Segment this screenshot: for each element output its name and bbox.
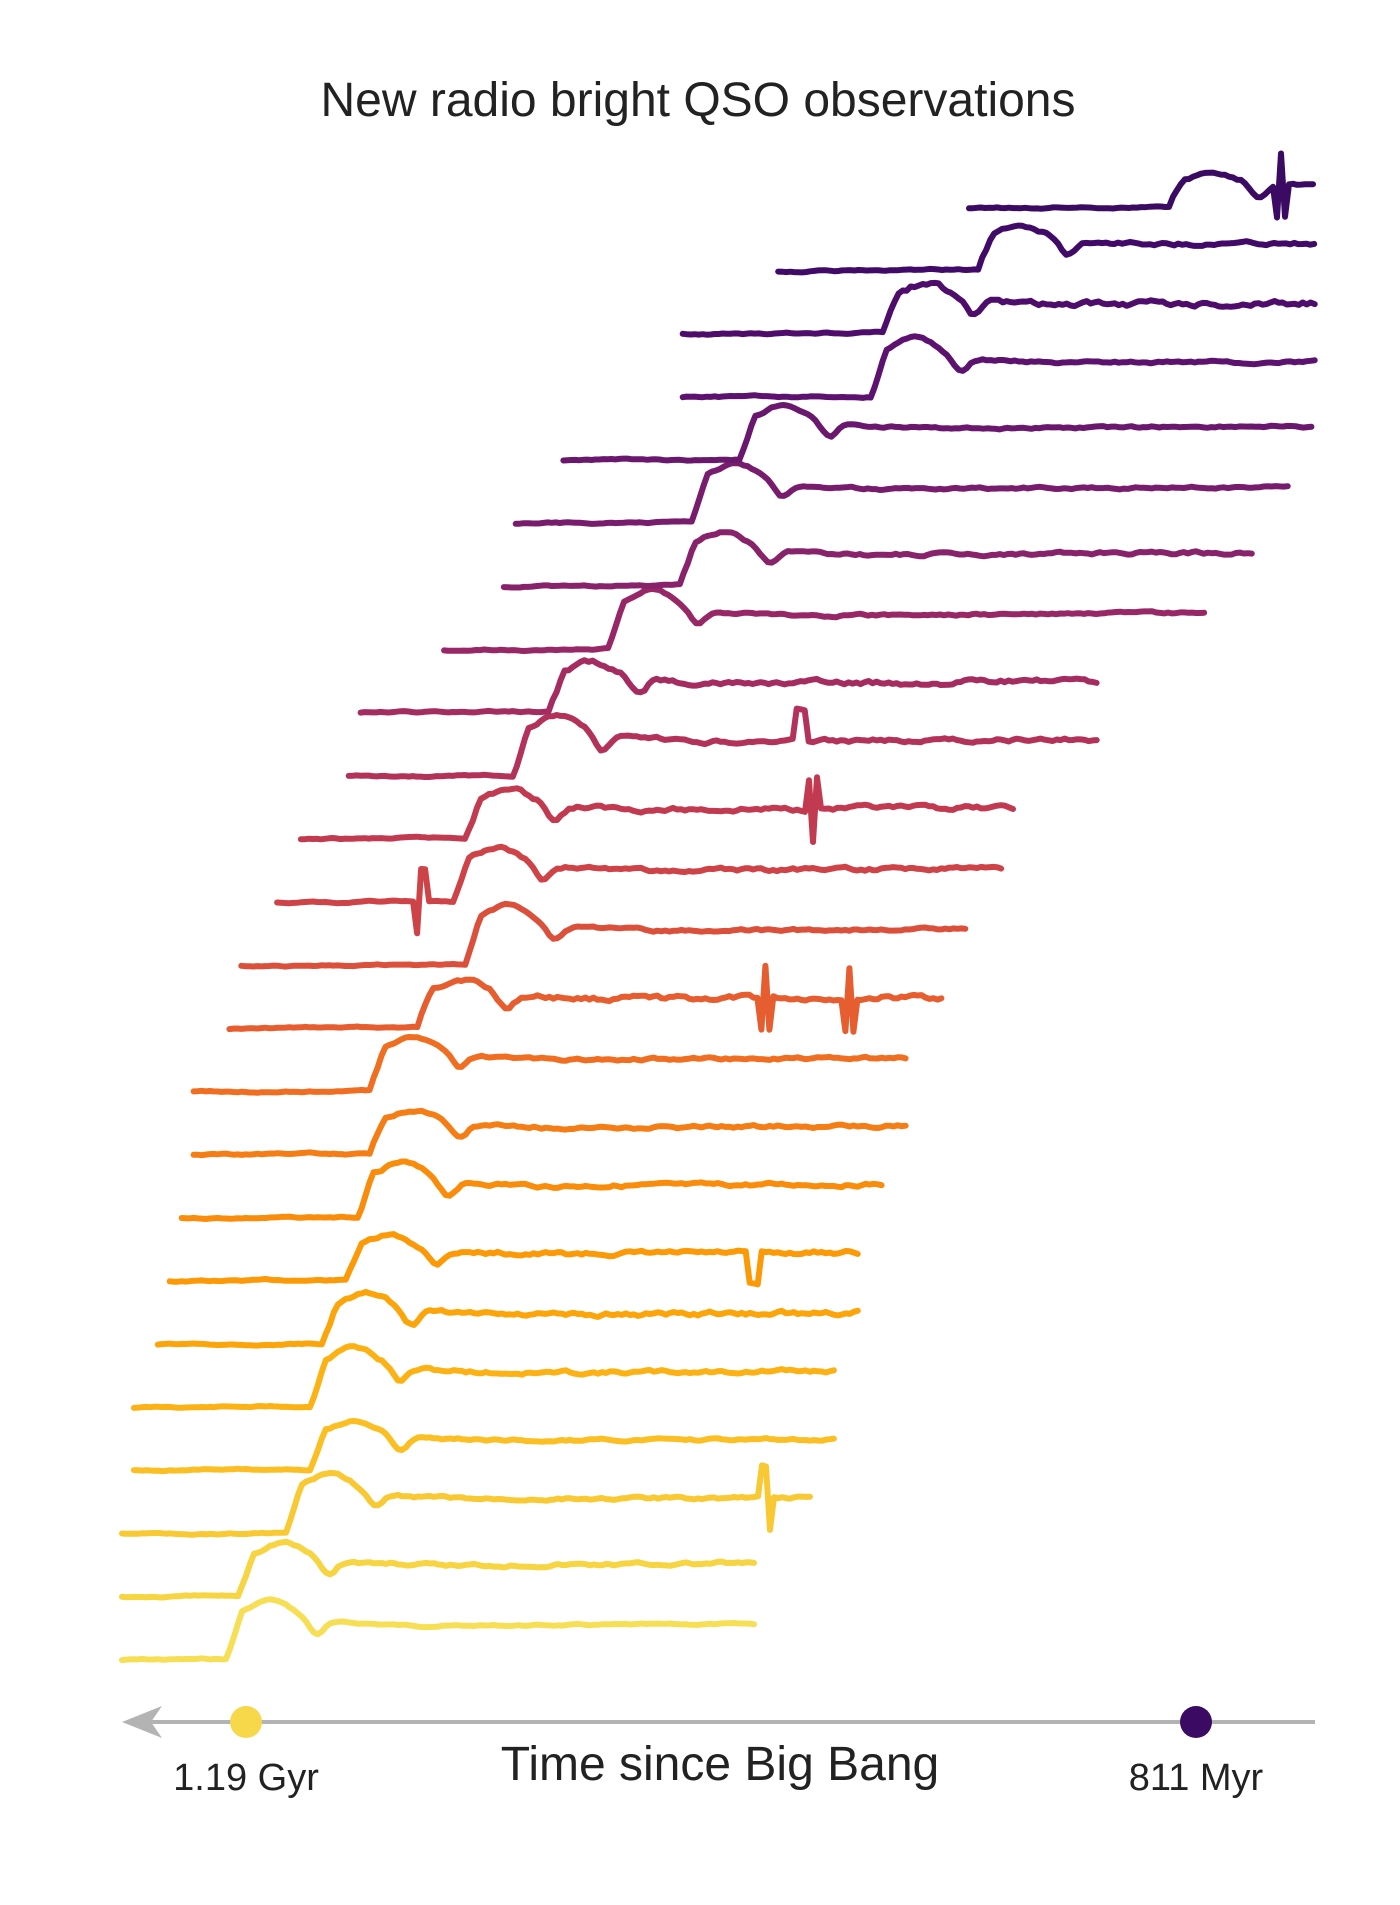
spectrum-line-21 — [679, 333, 1318, 401]
spectrum-line-17 — [441, 585, 1208, 654]
spectrum-line-3 — [119, 1462, 813, 1538]
spectrum-line-1 — [119, 1596, 757, 1664]
end-time-label: 811 Myr — [1129, 1757, 1264, 1799]
spectrum-line-15 — [345, 705, 1100, 780]
start-time-label: 1.19 Gyr — [173, 1757, 319, 1799]
spectrum-line-11 — [226, 962, 945, 1035]
spectrum-line-22 — [679, 279, 1318, 338]
spectrum-line-24 — [966, 150, 1316, 221]
spectrum-line-16 — [357, 657, 1100, 716]
time-axis-arrowhead — [122, 1706, 162, 1738]
spectrum-line-14 — [297, 774, 1016, 845]
spectrum-line-2 — [119, 1538, 757, 1601]
spectra-series-group — [119, 150, 1318, 1664]
x-axis-label: Time since Big Bang — [501, 1738, 939, 1791]
spectrum-line-12 — [238, 900, 969, 970]
spectrum-line-6 — [154, 1288, 861, 1349]
spectrum-line-19 — [512, 460, 1291, 527]
spectrum-line-23 — [775, 222, 1318, 276]
spectrum-line-4 — [130, 1418, 837, 1475]
spectrum-line-5 — [130, 1343, 837, 1411]
spectrum-line-13 — [274, 843, 1005, 937]
spectrum-line-18 — [500, 529, 1255, 591]
spectrum-line-8 — [178, 1158, 885, 1222]
spectrum-line-10 — [190, 1034, 909, 1096]
spectrum-line-20 — [560, 402, 1315, 464]
time-axis: 1.19 Gyr Time since Big Bang 811 Myr — [122, 1706, 1315, 1799]
spectrum-line-7 — [166, 1231, 861, 1288]
chart-title: New radio bright QSO observations — [320, 74, 1075, 127]
end-time-marker — [1180, 1706, 1212, 1738]
spectrum-line-9 — [190, 1107, 909, 1159]
start-time-marker — [230, 1706, 262, 1738]
